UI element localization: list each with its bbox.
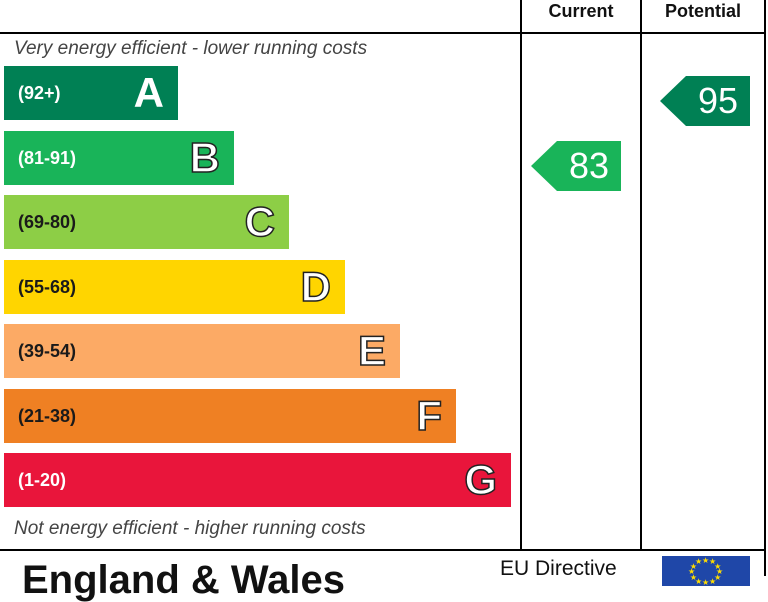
eu-star-icon: ★ [709,557,717,567]
header-divider [0,32,766,34]
potential-rating-arrow: 95 [660,76,750,126]
footer-divider [0,549,766,551]
band-range-label: (92+) [18,83,61,103]
divider-right [764,0,766,576]
eu-star-icon: ★ [702,578,710,587]
band-letter: E [357,326,387,375]
eu-star-icon: ★ [689,561,698,571]
band-range-label: (39-54) [18,341,77,361]
band-letter: F [416,391,443,440]
eu-star-icon: ★ [714,561,722,571]
eu-directive-label: EU Directive [500,557,617,580]
divider-potential-left [640,0,642,551]
eu-star-icon: ★ [695,557,703,567]
current-rating-arrow: 83 [531,141,621,191]
footer-title: England & Wales [22,558,346,602]
eu-star-icon: ★ [709,576,717,586]
band-c: (69-80) C [4,195,289,249]
eu-star-icon: ★ [716,567,724,576]
band-a: (92+) A [4,66,178,120]
band-letter: D [300,262,332,311]
potential-column-header: Potential [664,1,741,21]
band-range-label: (21-38) [18,406,77,426]
band-e: (39-54) E [4,324,400,378]
band-range-label: (1-20) [18,470,67,490]
eu-star-icon: ★ [702,556,710,565]
eu-star-icon: ★ [688,567,696,576]
bottom-note: Not energy efficient - higher running co… [14,518,366,539]
band-letter: B [189,133,221,182]
current-column-header: Current [548,1,614,21]
band-g: (1-20) G [4,453,511,507]
divider-current-left [520,0,522,551]
band-range-label: (55-68) [18,277,77,297]
band-range-label: (81-91) [18,148,77,168]
band-letter: C [244,197,276,246]
top-note: Very energy efficient - lower running co… [14,38,368,59]
eu-flag-icon: ★ ★ ★ ★ ★ ★ ★ ★ ★ ★ ★ ★ [662,556,750,586]
band-letter: G [464,455,498,504]
band-range-label: (69-80) [18,212,77,232]
band-b: (81-91) B [4,131,234,185]
band-letter: A [133,69,164,116]
band-f: (21-38) F [4,389,456,443]
band-d: (55-68) D [4,260,345,314]
